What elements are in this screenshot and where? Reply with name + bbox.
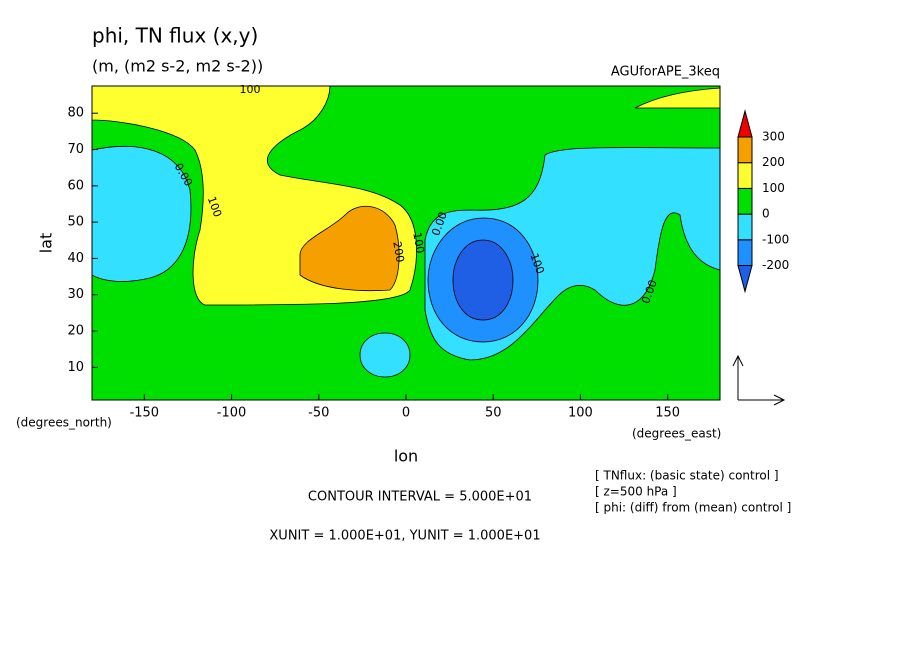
arrow-up <box>732 354 744 400</box>
experiment-name: AGUforAPE_3keq <box>611 65 720 80</box>
chart-subtitle: (m, (m2 s-2, m2 s-2)) <box>92 57 263 76</box>
colorbar-label: 100 <box>762 181 785 195</box>
units-note: XUNIT = 1.000E+01, YUNIT = 1.000E+01 <box>269 529 540 544</box>
contour-region <box>91 146 192 282</box>
contour-label: 100 <box>240 83 261 96</box>
y-tick-label: 10 <box>67 360 84 375</box>
reference-arrow <box>732 354 786 406</box>
colorbar-label: 0 <box>762 207 770 221</box>
note: [ TNflux: (basic state) control ] <box>595 469 779 483</box>
colorbar-box <box>737 162 753 189</box>
note: [ z=500 hPa ] <box>595 485 677 499</box>
x-tick-label: 100 <box>568 406 593 421</box>
y-tick-label: 40 <box>67 251 84 266</box>
contour-label: 100 <box>410 231 426 254</box>
contour-region <box>359 332 411 378</box>
x-axis-label: lon <box>394 447 418 466</box>
colorbar-box <box>737 213 753 241</box>
y-axis-label: lat <box>37 233 56 254</box>
colorbar-label: -200 <box>762 258 789 272</box>
note: [ phi: (diff) from (mean) control ] <box>595 501 791 515</box>
contour-label: 200 <box>390 240 406 263</box>
x-units: (degrees_east) <box>632 427 721 441</box>
colorbar-triangle <box>737 109 753 138</box>
colorbar-box <box>737 136 753 164</box>
y-tick-label: 30 <box>67 287 84 302</box>
x-tick-label: 150 <box>655 406 680 421</box>
x-tick-label: -50 <box>308 406 329 421</box>
x-tick-label: -100 <box>217 406 247 421</box>
y-tick-label: 70 <box>67 142 84 157</box>
y-tick-label: 60 <box>67 178 84 193</box>
colorbar-box <box>737 187 753 215</box>
y-tick-label: 50 <box>67 215 84 230</box>
x-tick-label: 50 <box>485 406 502 421</box>
contour-region <box>299 206 400 292</box>
chart-title: phi, TN flux (x,y) <box>92 24 258 48</box>
x-tick-label: 0 <box>402 406 410 421</box>
colorbar-label: 300 <box>762 130 785 144</box>
colorbar-label: -100 <box>762 232 789 246</box>
colorbar-label: 200 <box>762 155 785 169</box>
arrow-right <box>738 394 786 406</box>
colorbar-box <box>737 239 753 267</box>
y-units: (degrees_north) <box>16 416 112 430</box>
contour-interval: CONTOUR INTERVAL = 5.000E+01 <box>308 490 532 505</box>
x-tick-label: -150 <box>130 406 160 421</box>
y-tick-label: 20 <box>67 324 84 339</box>
colorbar-triangle <box>737 265 753 294</box>
contour-region <box>452 239 514 321</box>
y-tick-label: 80 <box>67 106 84 121</box>
